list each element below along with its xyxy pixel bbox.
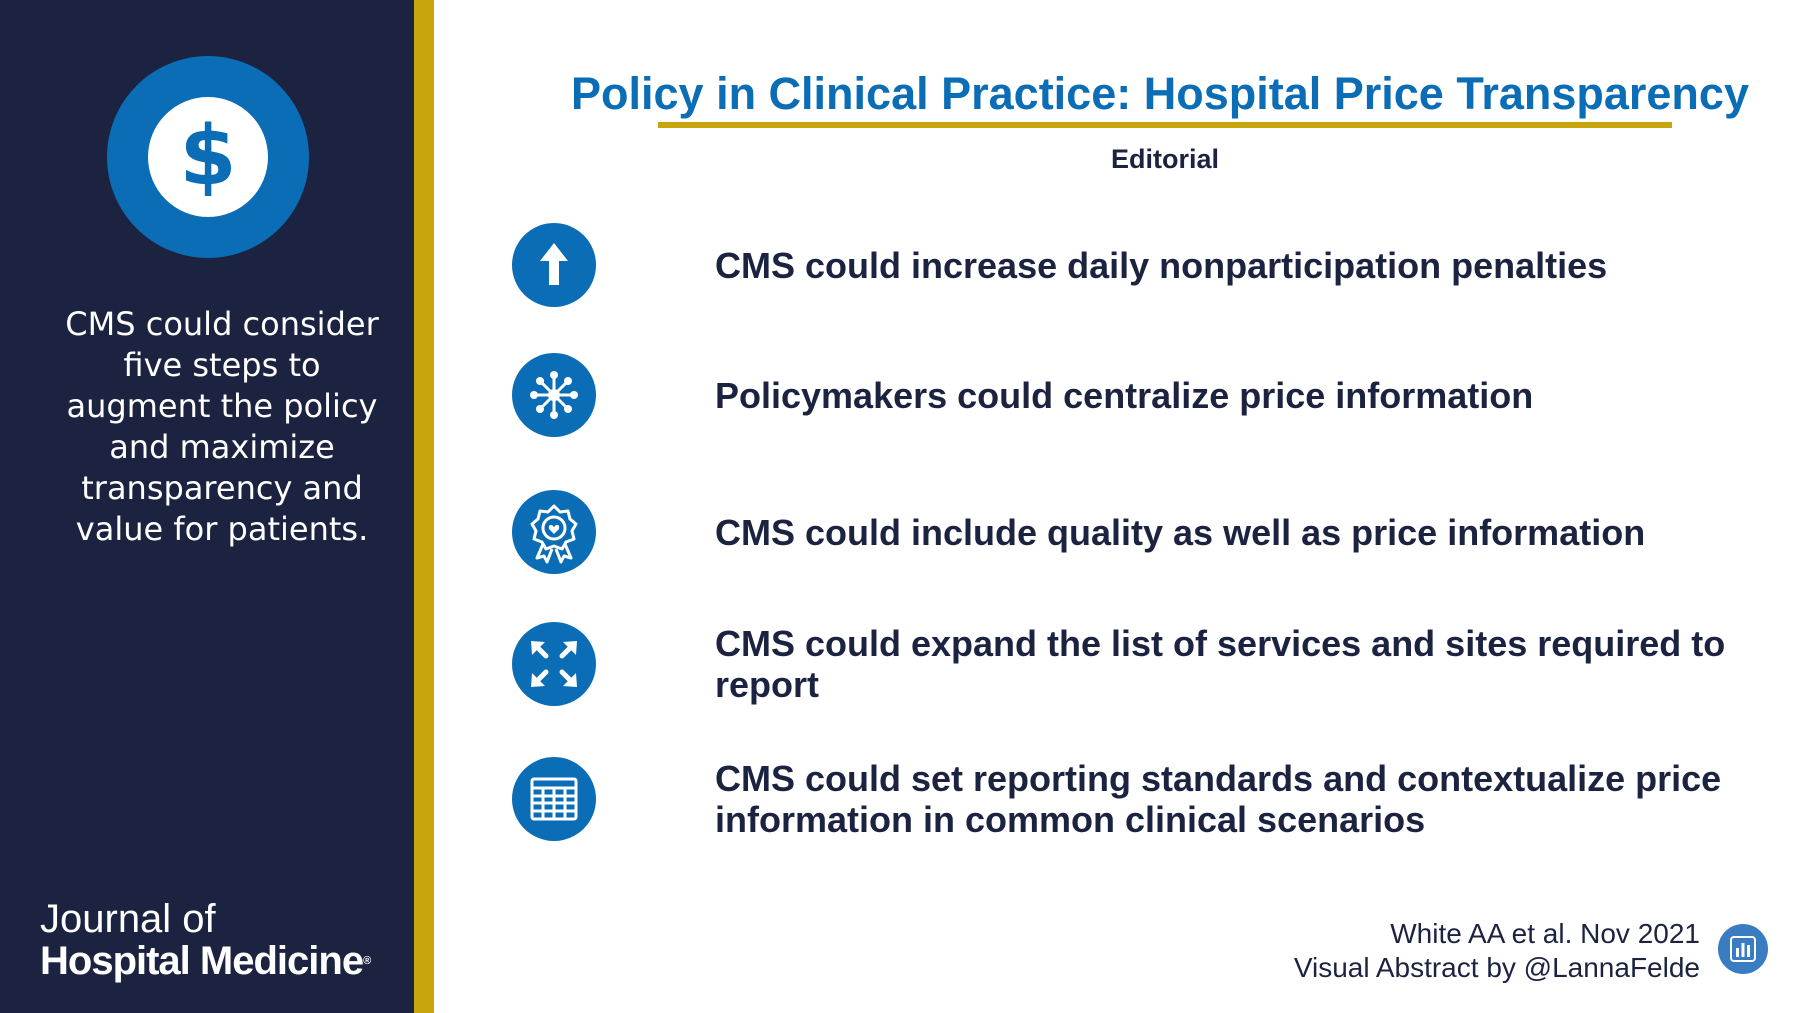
journal-name-line2: Hospital Medicine® xyxy=(40,939,371,983)
bar-chart-icon xyxy=(1718,924,1768,974)
award-ribbon-icon xyxy=(512,490,596,574)
page-title: Policy in Clinical Practice: Hospital Pr… xyxy=(571,68,1749,119)
sidebar-summary: CMS could consider five steps to augment… xyxy=(40,304,404,550)
summary-line: augment the policy xyxy=(66,387,378,425)
item-text: CMS could set reporting standards and co… xyxy=(715,758,1722,840)
article-type: Editorial xyxy=(1110,144,1219,174)
list-item: CMS could set reporting standards and co… xyxy=(512,757,1752,841)
list-item: CMS could increase daily nonparticipatio… xyxy=(512,223,1752,307)
summary-line: value for patients. xyxy=(75,510,369,548)
summary-line: five steps to xyxy=(123,346,321,384)
summary-line: CMS could consider xyxy=(65,305,379,343)
summary-line: transparency and xyxy=(81,469,363,507)
list-item: Policymakers could centralize price info… xyxy=(512,353,1752,437)
citation-block: White AA et al. Nov 2021 Visual Abstract… xyxy=(1200,917,1700,985)
arrow-up-icon xyxy=(512,223,596,307)
journal-name-line1: Journal of xyxy=(40,897,216,941)
journal-logo: Journal of Hospital Medicine® xyxy=(40,897,371,983)
item-text: CMS could increase daily nonparticipatio… xyxy=(715,244,1608,286)
table-grid-icon xyxy=(512,757,596,841)
dollar-icon: $ xyxy=(107,56,309,258)
citation-text: White AA et al. Nov 2021 xyxy=(1390,918,1700,949)
item-text: CMS could expand the list of services an… xyxy=(715,623,1726,705)
title-underline xyxy=(658,122,1672,128)
item-text: CMS could include quality as well as pri… xyxy=(715,511,1646,553)
list-item: CMS could include quality as well as pri… xyxy=(512,490,1752,574)
expand-arrows-icon xyxy=(512,622,596,706)
sidebar-panel: $ CMS could consider five steps to augme… xyxy=(0,0,414,1013)
gold-divider xyxy=(414,0,434,1013)
summary-line: and maximize xyxy=(109,428,335,466)
list-item: CMS could expand the list of services an… xyxy=(512,622,1752,706)
item-text: Policymakers could centralize price info… xyxy=(715,374,1534,416)
dollar-symbol: $ xyxy=(148,97,268,217)
credit-text: Visual Abstract by @LannaFelde xyxy=(1293,952,1700,983)
network-hub-icon xyxy=(512,353,596,437)
